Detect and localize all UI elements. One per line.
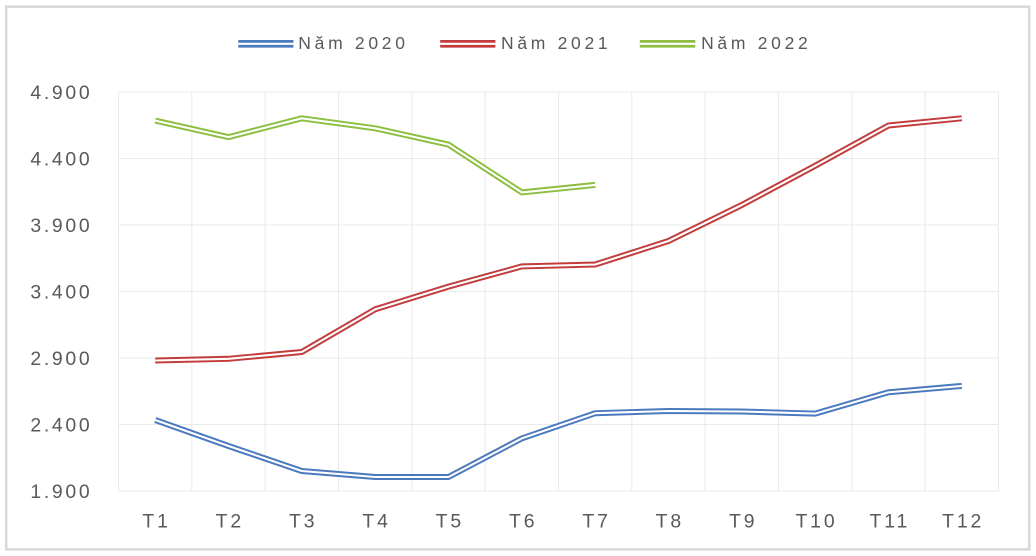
svg-text:2.900: 2.900 [30,348,92,370]
svg-text:T10: T10 [795,510,837,532]
svg-text:T8: T8 [656,510,684,532]
svg-text:4.400: 4.400 [30,148,92,170]
svg-text:2.400: 2.400 [30,414,92,436]
svg-text:T11: T11 [870,510,911,532]
svg-text:Năm 2020: Năm 2020 [298,33,408,53]
svg-text:T4: T4 [362,510,390,532]
svg-text:T6: T6 [509,510,537,532]
svg-text:T1: T1 [142,510,170,532]
svg-text:Năm 2021: Năm 2021 [501,33,611,53]
svg-text:T12: T12 [942,510,984,532]
svg-text:T9: T9 [729,510,757,532]
svg-text:Năm 2022: Năm 2022 [701,33,811,53]
svg-text:T5: T5 [436,510,464,532]
svg-text:3.900: 3.900 [30,215,92,237]
svg-text:1.900: 1.900 [30,481,92,503]
svg-text:T2: T2 [216,510,244,532]
svg-text:T7: T7 [582,510,610,532]
svg-text:4.900: 4.900 [30,82,92,104]
svg-text:T3: T3 [289,510,317,532]
svg-text:3.400: 3.400 [30,281,92,303]
